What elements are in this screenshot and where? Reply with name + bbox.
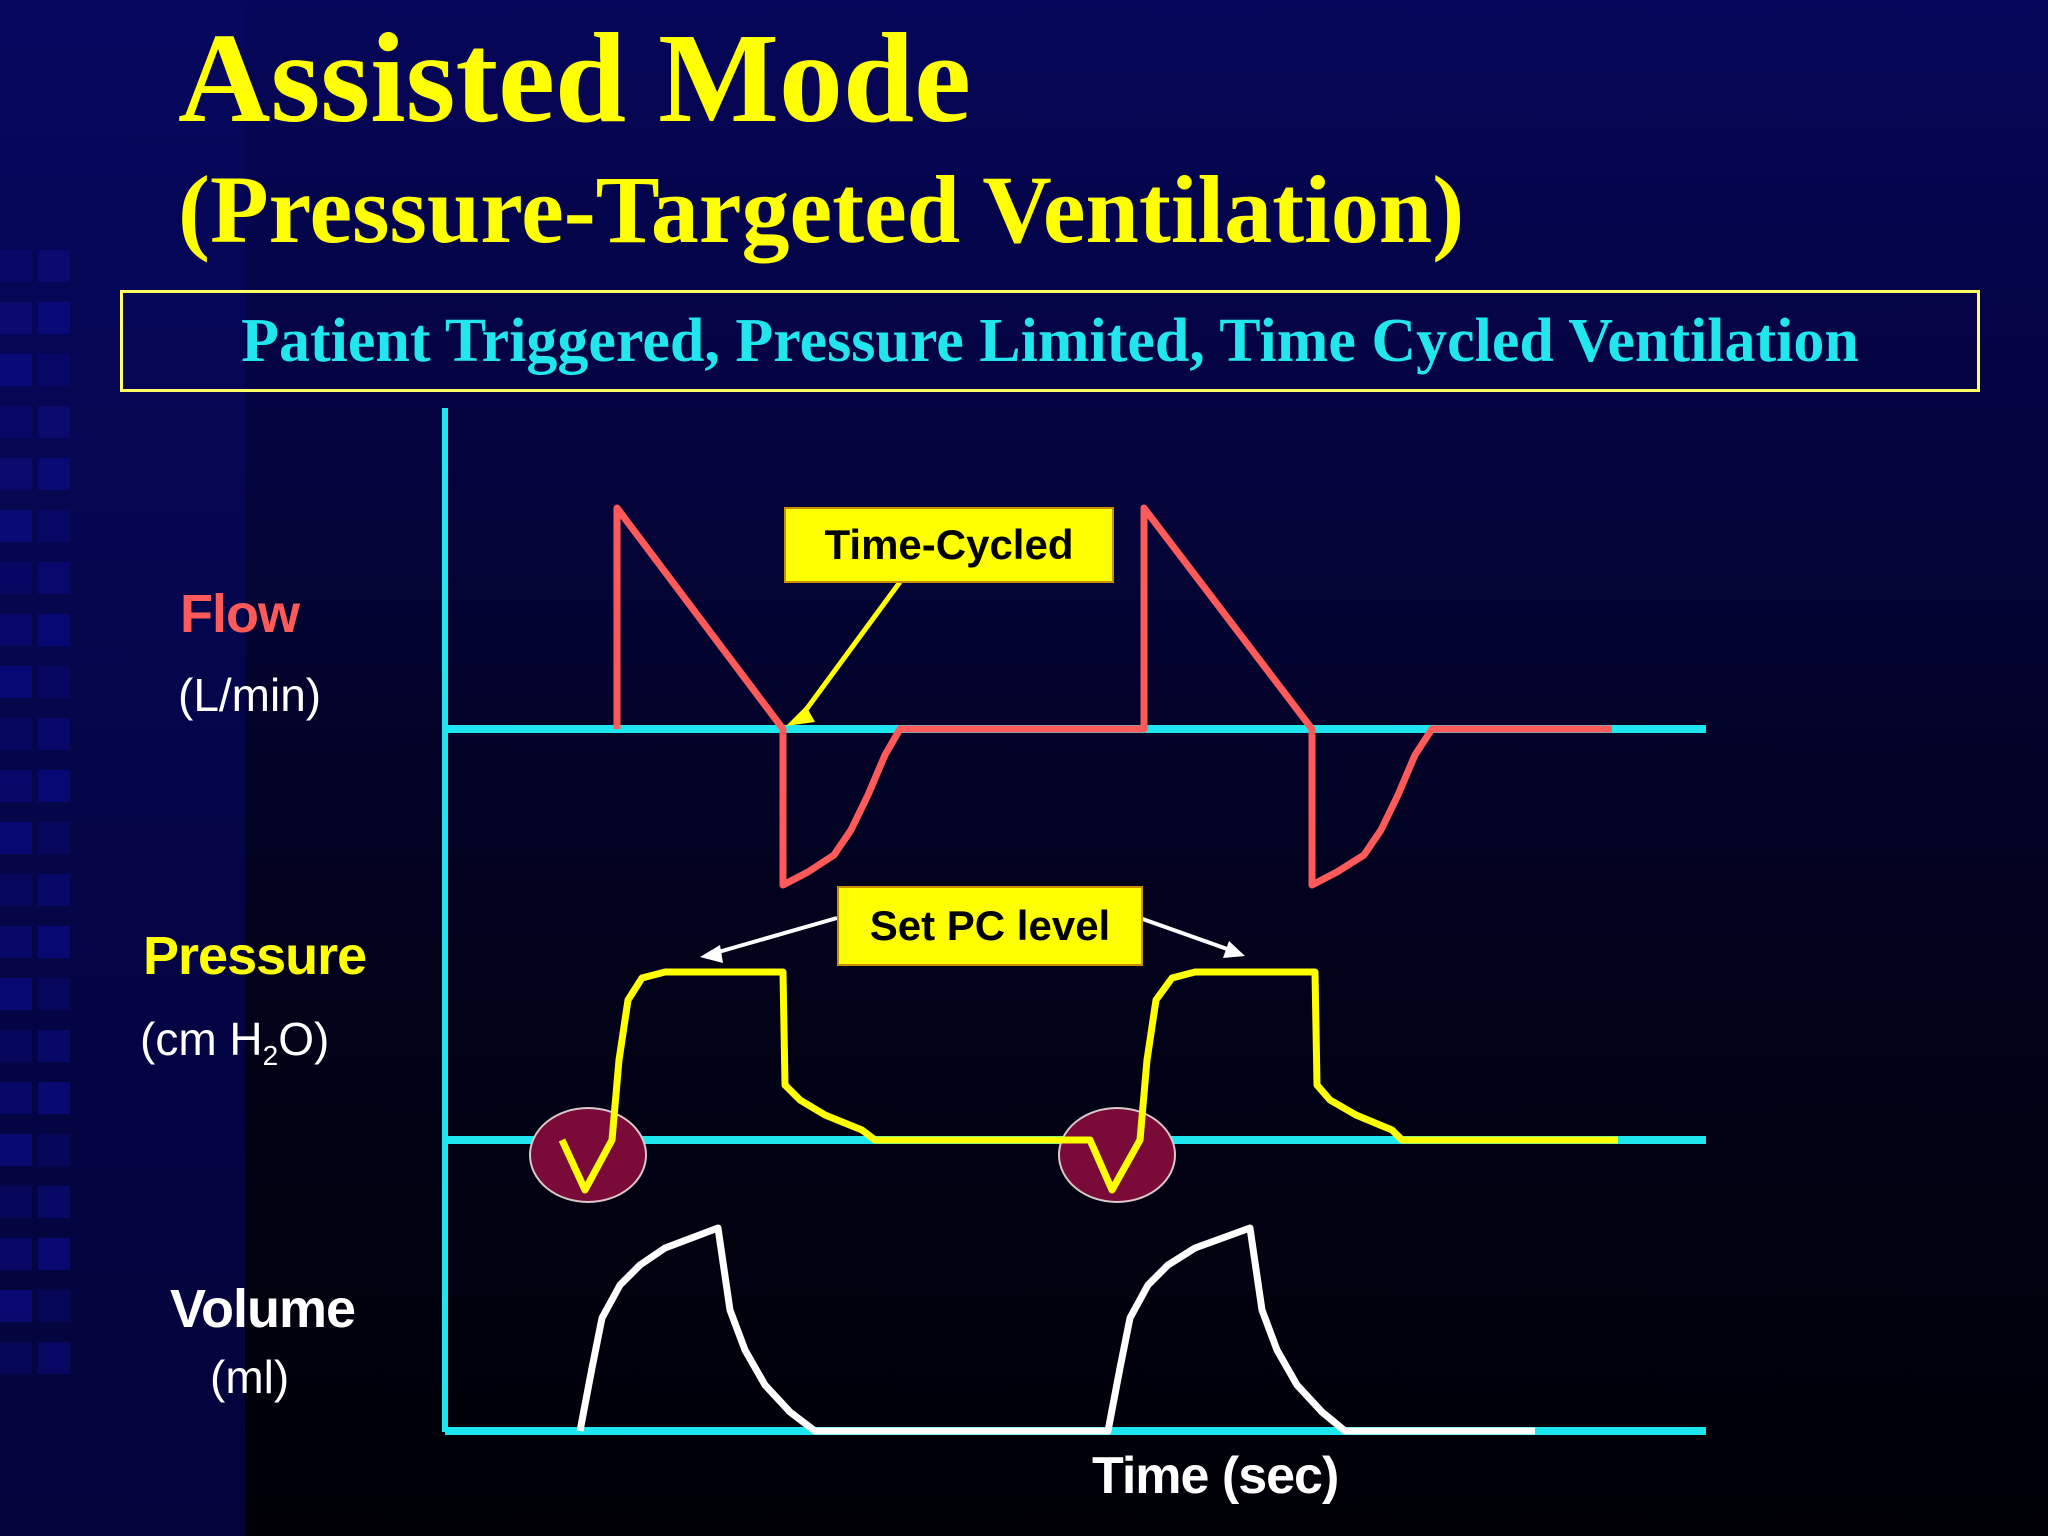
decorative-square [0,1134,32,1166]
flow-unit: (L/min) [178,669,322,721]
trigger-marker-1 [529,1107,647,1203]
decorative-square [0,770,32,802]
decorative-square [0,874,32,906]
decorative-square [0,1186,32,1218]
flow-label: Flow [180,584,300,644]
decorative-square [38,874,70,906]
decorative-square [0,666,32,698]
mode-description-banner: Patient Triggered, Pressure Limited, Tim… [120,290,1980,392]
decorative-square [0,718,32,750]
decorative-square [0,302,32,334]
decorative-square [0,1030,32,1062]
decorative-square [38,458,70,490]
decorative-square [0,1238,32,1270]
decorative-square [38,354,70,386]
pc-level-arrowhead-left [700,945,723,963]
decorative-square [0,250,32,282]
decorative-square [0,822,32,854]
decorative-square [38,406,70,438]
decorative-square [38,822,70,854]
decorative-square [0,354,32,386]
decorative-square [0,978,32,1010]
decorative-square [0,926,32,958]
decorative-square [38,510,70,542]
decorative-square [38,1238,70,1270]
decorative-square [0,1342,32,1374]
time-cycled-callout: Time-Cycled [784,507,1114,583]
trigger-marker-2 [1058,1107,1176,1203]
decorative-square [0,458,32,490]
pc-level-pointer-left [714,916,838,955]
decorative-square [38,1342,70,1374]
pressure-waveform [558,968,1618,1194]
volume-label: Volume [170,1279,356,1339]
decorative-square [0,562,32,594]
banner-text: Patient Triggered, Pressure Limited, Tim… [241,306,1859,375]
decorative-square [38,926,70,958]
volume-unit: (ml) [210,1351,290,1403]
decorative-square [38,1030,70,1062]
time-cycled-arrowhead [786,706,815,726]
time-cycled-pointer [797,580,903,720]
slide-subtitle: (Pressure-Targeted Ventilation) [178,156,1465,263]
decorative-square [0,510,32,542]
decorative-square [38,666,70,698]
decorative-square [38,978,70,1010]
decorative-square [0,614,32,646]
decorative-square [38,1290,70,1322]
time-axis-label: Time (sec) [1092,1447,1339,1505]
pc-level-pointer-right [1139,916,1231,952]
decorative-square [0,1290,32,1322]
decorative-square [0,406,32,438]
decorative-square [0,1082,32,1114]
decorative-square [38,302,70,334]
decorative-square [38,250,70,282]
decorative-square [38,562,70,594]
decorative-square [38,1082,70,1114]
decorative-square [38,614,70,646]
pressure-label: Pressure [143,926,367,986]
decorative-square [38,1134,70,1166]
decorative-square [38,770,70,802]
set-pc-level-callout: Set PC level [837,886,1143,966]
decorative-square [38,1186,70,1218]
pressure-unit: (cm H2O) [140,1013,330,1072]
pc-level-arrowhead-right [1223,941,1245,958]
volume-waveform [576,1224,1535,1435]
slide-title: Assisted Mode [178,7,971,149]
decorative-square [38,718,70,750]
flow-waveform [613,504,1612,889]
